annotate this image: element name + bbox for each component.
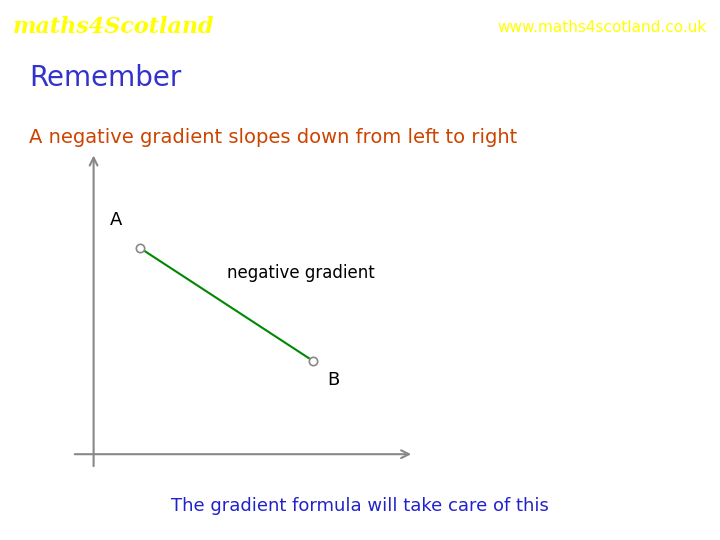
- Text: A: A: [110, 211, 122, 228]
- Text: www.maths4scotland.co.uk: www.maths4scotland.co.uk: [498, 20, 707, 35]
- Text: maths4Scotland: maths4Scotland: [13, 16, 215, 38]
- Text: Remember: Remember: [29, 64, 181, 92]
- Text: negative gradient: negative gradient: [227, 264, 374, 282]
- Text: B: B: [328, 371, 340, 389]
- Text: The gradient formula will take care of this: The gradient formula will take care of t…: [171, 497, 549, 515]
- Text: A negative gradient slopes down from left to right: A negative gradient slopes down from lef…: [29, 128, 517, 147]
